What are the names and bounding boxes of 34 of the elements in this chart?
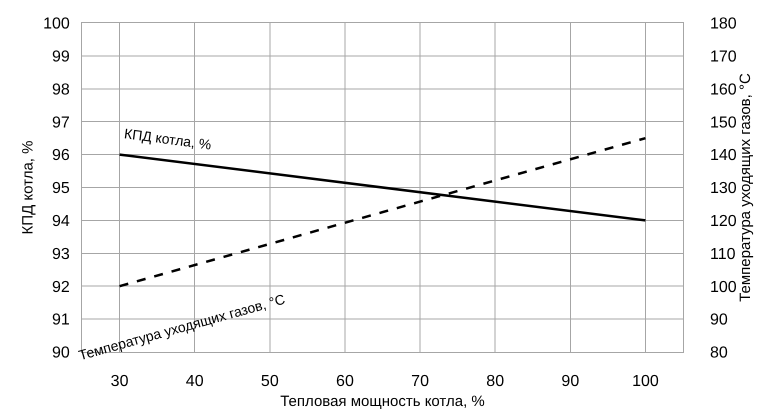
text: КПД котла, % <box>123 125 212 153</box>
y-tick-label: 92 <box>52 278 70 296</box>
x-tick-label: 60 <box>336 373 354 390</box>
y2-tick-label: 100 <box>710 278 737 296</box>
y2-tick-label: 90 <box>710 312 728 329</box>
y2-tick-label: 160 <box>710 81 737 98</box>
y-tick-label: 91 <box>52 312 70 329</box>
y-tick-label: 96 <box>52 147 70 164</box>
y-tick-label: 99 <box>52 48 70 66</box>
x-tick-label: 90 <box>561 373 580 390</box>
y-axis-title: КПД котла, % <box>19 140 36 234</box>
x-tick-label: 30 <box>110 373 129 390</box>
y-tick-label: 90 <box>52 344 70 362</box>
y2-tick-label: 80 <box>710 344 728 362</box>
y-tick-label: 98 <box>52 81 70 98</box>
y2-tick-label: 120 <box>710 213 737 230</box>
x-tick-label: 80 <box>486 373 504 390</box>
x-tick-label: 70 <box>411 373 430 390</box>
x-axis-title: Тепловая мощность котла, % <box>280 393 485 410</box>
y2-tick-label: 180 <box>710 16 737 33</box>
y2-tick-label: 140 <box>710 147 737 164</box>
y2-tick-label: 110 <box>710 246 736 263</box>
y-tick-label: 95 <box>52 180 70 198</box>
x-tick-label: 50 <box>260 373 279 390</box>
y-tick-label: 100 <box>43 16 70 33</box>
y-tick-label: 93 <box>52 246 70 263</box>
y2-tick-label: 170 <box>710 48 737 66</box>
x-tick-label: 40 <box>186 373 204 390</box>
x-tick-label: 100 <box>632 373 659 390</box>
y2-tick-label: 150 <box>710 114 737 132</box>
y2-tick-label: 130 <box>710 180 737 198</box>
y-tick-label: 97 <box>52 114 70 132</box>
y2-axis-title: Температура уходящих газов, °C <box>736 73 754 302</box>
y-tick-label: 94 <box>52 213 70 230</box>
